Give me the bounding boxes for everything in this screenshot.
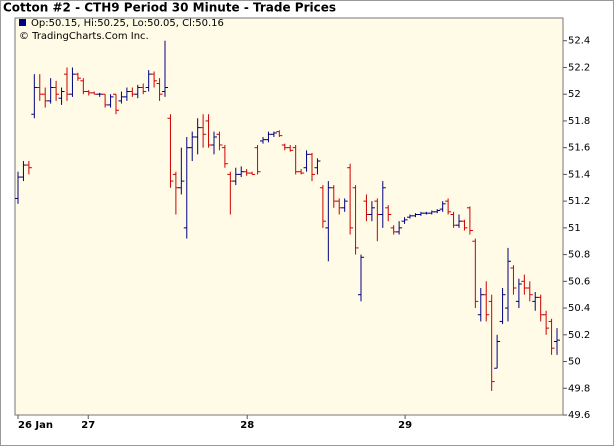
- x-tick-label: 27: [81, 420, 95, 431]
- y-tick-label: 50: [568, 357, 581, 368]
- legend-text: Op:50.15, Hi:50.25, Lo:50.05, Cl:50.16: [31, 18, 224, 29]
- y-tick-label: 50.6: [568, 276, 590, 287]
- chart-title: Cotton #2 - CTH9 Period 30 Minute - Trad…: [3, 1, 336, 15]
- y-tick-label: 52: [568, 89, 581, 100]
- y-tick-label: 50.4: [568, 303, 590, 314]
- plot-area: [14, 17, 564, 416]
- y-tick-label: 49.6: [568, 410, 590, 421]
- y-tick-label: 50.2: [568, 330, 590, 341]
- x-tick-label: 28: [240, 420, 254, 431]
- x-tick-label: 26 Jan: [18, 420, 53, 431]
- y-tick-label: 50.8: [568, 250, 590, 261]
- y-tick-label: 52.4: [568, 36, 590, 47]
- y-tick-label: 51.2: [568, 196, 590, 207]
- y-tick-label: 52.2: [568, 62, 590, 73]
- y-tick-label: 51.6: [568, 143, 590, 154]
- legend-swatch: [19, 19, 26, 26]
- y-tick-label: 49.8: [568, 383, 590, 394]
- x-tick-label: 29: [398, 420, 412, 431]
- y-tick-label: 51.8: [568, 116, 590, 127]
- y-tick-label: 51.4: [568, 169, 590, 180]
- y-tick-label: 51: [568, 223, 581, 234]
- copyright: © TradingCharts.Com Inc.: [19, 31, 149, 42]
